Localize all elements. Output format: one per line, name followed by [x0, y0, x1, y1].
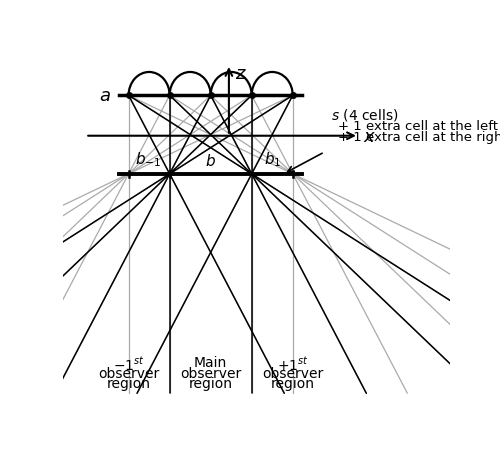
Text: + 1 extra cell at the right edge: + 1 extra cell at the right edge — [338, 131, 500, 144]
Text: $-1^{st}$: $-1^{st}$ — [112, 355, 144, 373]
Text: $b_{-1}$: $b_{-1}$ — [135, 150, 161, 169]
Text: $b$: $b$ — [205, 153, 216, 169]
Text: observer: observer — [98, 366, 159, 380]
Text: $s$ (4 cells): $s$ (4 cells) — [332, 106, 399, 122]
Text: $z$: $z$ — [234, 65, 246, 83]
Text: observer: observer — [180, 366, 242, 380]
Text: $b_1$: $b_1$ — [264, 150, 281, 169]
Text: Main: Main — [194, 355, 228, 369]
Text: region: region — [270, 376, 314, 390]
Text: region: region — [188, 376, 232, 390]
Text: $a$: $a$ — [98, 87, 110, 105]
Text: region: region — [106, 376, 150, 390]
Text: $+1^{st}$: $+1^{st}$ — [277, 355, 308, 373]
Text: observer: observer — [262, 366, 324, 380]
Text: $x$: $x$ — [364, 127, 376, 146]
Text: + 1 extra cell at the left edge: + 1 extra cell at the left edge — [338, 120, 500, 132]
